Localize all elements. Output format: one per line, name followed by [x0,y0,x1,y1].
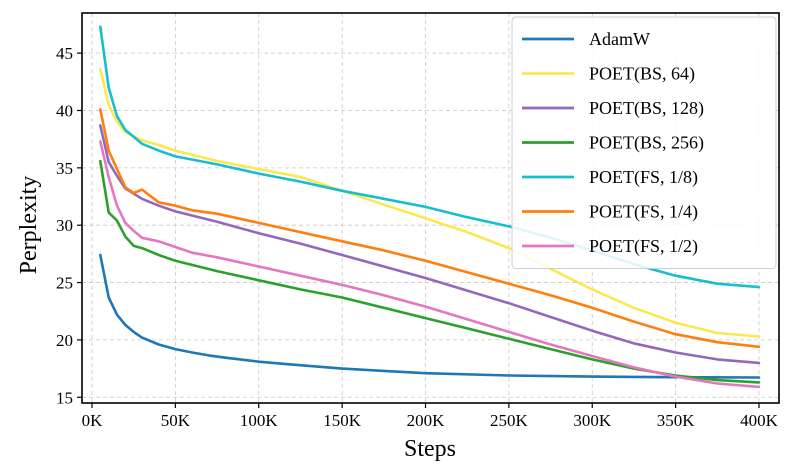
series-line [99,140,761,389]
series-line [99,253,761,379]
plot-frame [81,12,780,404]
x-tick-label: 250K [490,411,529,430]
axis-ticks: 0K 50K 100K 150K 200K 250K 300K 350K 400K 15 20 25 3… [56,44,779,430]
x-tick-label: 100K [240,411,279,430]
x-tick-label: 0K [82,411,104,430]
y-tick-label: 35 [56,159,73,178]
legend-label: POET(BS, 128) [589,98,704,119]
series-line [99,159,761,384]
y-tick-label: 40 [56,102,73,121]
y-tick-label: 45 [56,44,73,63]
legend: AdamW POET(BS, 64) POET(BS, 128) POET(BS, 2… [511,16,777,269]
y-axis-title: Perplexity [16,176,42,275]
x-axis-title: Steps [404,436,456,462]
x-tick-label: 300K [573,411,612,430]
y-tick-label: 25 [56,274,73,293]
legend-label: POET(BS, 256) [589,133,704,154]
legend-label: POET(FS, 1/2) [589,236,698,257]
x-tick-label: 50K [161,411,191,430]
legend-box [511,16,777,269]
legend-label: AdamW [589,29,650,49]
x-tick-label: 400K [740,411,779,430]
x-tick-label: 150K [323,411,362,430]
series-line [99,108,761,349]
x-tick-label: 200K [407,411,446,430]
x-tick-label: 350K [657,411,696,430]
y-tick-label: 15 [56,388,73,407]
legend-label: POET(FS, 1/4) [589,202,698,223]
y-tick-label: 30 [56,216,73,235]
legend-label: POET(BS, 64) [589,64,695,85]
series-lines [99,25,761,389]
y-tick-label: 20 [56,331,73,350]
legend-label: POET(FS, 1/8) [589,167,698,188]
